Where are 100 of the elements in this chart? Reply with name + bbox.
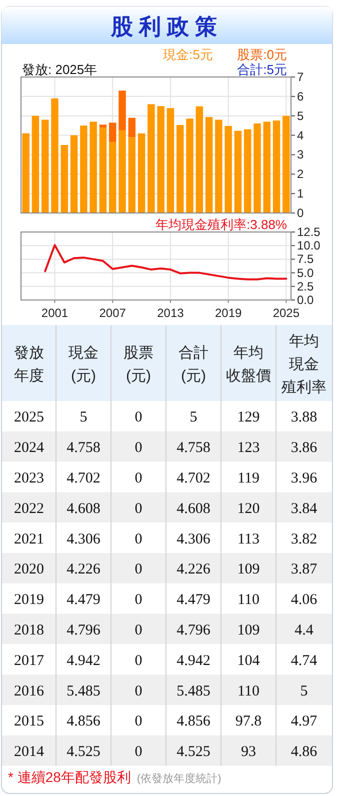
y-tick-label: 12.5 — [297, 225, 321, 239]
data-label: 4.758 — [176, 440, 210, 456]
bar — [22, 133, 30, 213]
data-label: 113 — [238, 531, 260, 548]
data-label: 4.525 — [176, 744, 210, 760]
data-label: 4.226 — [66, 562, 101, 578]
data-label: 4.479 — [66, 592, 100, 608]
y-tick-label: 2025 — [14, 410, 44, 426]
chart-title: 年均現金殖利率:3.88% — [156, 217, 288, 232]
data-label: 109 — [237, 622, 260, 638]
y-axis-title: 發放年度 — [14, 344, 44, 384]
bar — [118, 130, 126, 213]
y-tick-label: 6 — [297, 89, 304, 104]
data-label: 3.86 — [290, 440, 318, 456]
text: 股票:0元 — [237, 47, 287, 62]
data-label: 0 — [134, 622, 142, 638]
x-tick-label: 2013 — [157, 306, 184, 320]
y-tick-label: 2019 — [14, 592, 44, 608]
data-label: 4.74 — [290, 652, 318, 669]
data-label: 3.84 — [290, 500, 318, 517]
data-label: 4.479 — [176, 592, 210, 608]
data-label: 4.796 — [176, 622, 211, 638]
y-tick-label: 2 — [297, 167, 304, 182]
y-tick-label: 4 — [297, 128, 304, 142]
data-label: 5 — [80, 410, 88, 426]
data-label: 119 — [238, 470, 260, 486]
data-label: 0 — [134, 744, 142, 760]
y-tick-label: 2015 — [14, 714, 44, 730]
bar — [215, 120, 222, 213]
x-tick-label: 2001 — [41, 306, 68, 320]
data-label: 0 — [134, 410, 142, 426]
y-tick-label: 2024 — [14, 440, 44, 456]
data-label: 4.97 — [290, 714, 318, 730]
data-label: 4.758 — [66, 440, 100, 456]
data-label: 5.485 — [176, 683, 210, 700]
data-label: 4.525 — [66, 744, 100, 760]
data-label: 3.87 — [290, 562, 318, 578]
data-label: 129 — [237, 410, 260, 426]
y-tick-label: 2.5 — [297, 279, 314, 294]
data-label: 4.608 — [66, 500, 100, 517]
bar — [166, 108, 174, 213]
data-label: 4.942 — [176, 652, 210, 669]
bar — [99, 124, 107, 128]
data-label: 4.702 — [66, 470, 100, 486]
data-label: 4.702 — [176, 470, 210, 486]
data-label: 4.942 — [66, 652, 100, 669]
data-label: 0 — [134, 531, 142, 548]
bar — [70, 135, 78, 213]
y-tick-label: 0.0 — [297, 293, 314, 307]
data-label: 4.06 — [290, 592, 318, 608]
y-tick-label: 7.5 — [297, 252, 314, 266]
y-tick-label: 5 — [297, 108, 304, 123]
y-tick-label: 2023 — [14, 470, 44, 486]
data-label: 109 — [237, 562, 260, 578]
bar — [128, 118, 136, 138]
bar — [108, 122, 116, 142]
y-tick-label: 2020 — [14, 562, 44, 578]
bar — [205, 117, 213, 213]
x-tick-label: 合計(元) — [178, 344, 208, 384]
bar — [272, 120, 280, 213]
bar — [263, 122, 271, 213]
data-label: 0 — [134, 714, 142, 730]
data-label: 0 — [134, 562, 142, 578]
bar — [128, 137, 136, 213]
bar — [196, 106, 204, 213]
data-label: 4.856 — [176, 714, 211, 730]
x-tick-label: 2019 — [214, 306, 242, 320]
bar — [90, 122, 97, 213]
bar — [80, 126, 88, 213]
bar — [148, 104, 155, 213]
bar — [157, 106, 164, 213]
line-series — [44, 244, 288, 280]
data-label: 120 — [237, 500, 260, 517]
y-tick-label: 2021 — [14, 531, 44, 548]
data-label: 97.8 — [235, 714, 262, 730]
bar — [224, 126, 232, 213]
data-label: 4.306 — [176, 531, 211, 548]
data-label: 4.608 — [176, 500, 210, 517]
bar — [282, 116, 290, 213]
bar — [51, 98, 58, 213]
data-label: 0 — [134, 440, 142, 456]
data-label: 4.226 — [176, 562, 211, 578]
y-tick-label: 2016 — [14, 683, 44, 700]
data-label: 0 — [134, 470, 142, 486]
bar — [60, 145, 68, 213]
text: 現金:5元 — [163, 47, 213, 62]
y-tick-label: 2014 — [14, 744, 44, 760]
data-label: 3.82 — [290, 531, 318, 548]
y-tick-label: 2018 — [14, 622, 44, 638]
bar — [254, 123, 261, 213]
bar — [186, 118, 194, 213]
chart-title: 股利政策 — [110, 14, 223, 39]
y-tick-label: 1 — [297, 186, 304, 201]
bar — [41, 120, 49, 213]
x-tick-label: 2007 — [99, 306, 126, 320]
data-label: 3.88 — [290, 410, 318, 426]
text: * 連續28年配發股利 — [8, 768, 131, 785]
data-label: 0 — [134, 592, 142, 608]
data-label: 110 — [238, 592, 260, 608]
bar — [108, 142, 116, 213]
